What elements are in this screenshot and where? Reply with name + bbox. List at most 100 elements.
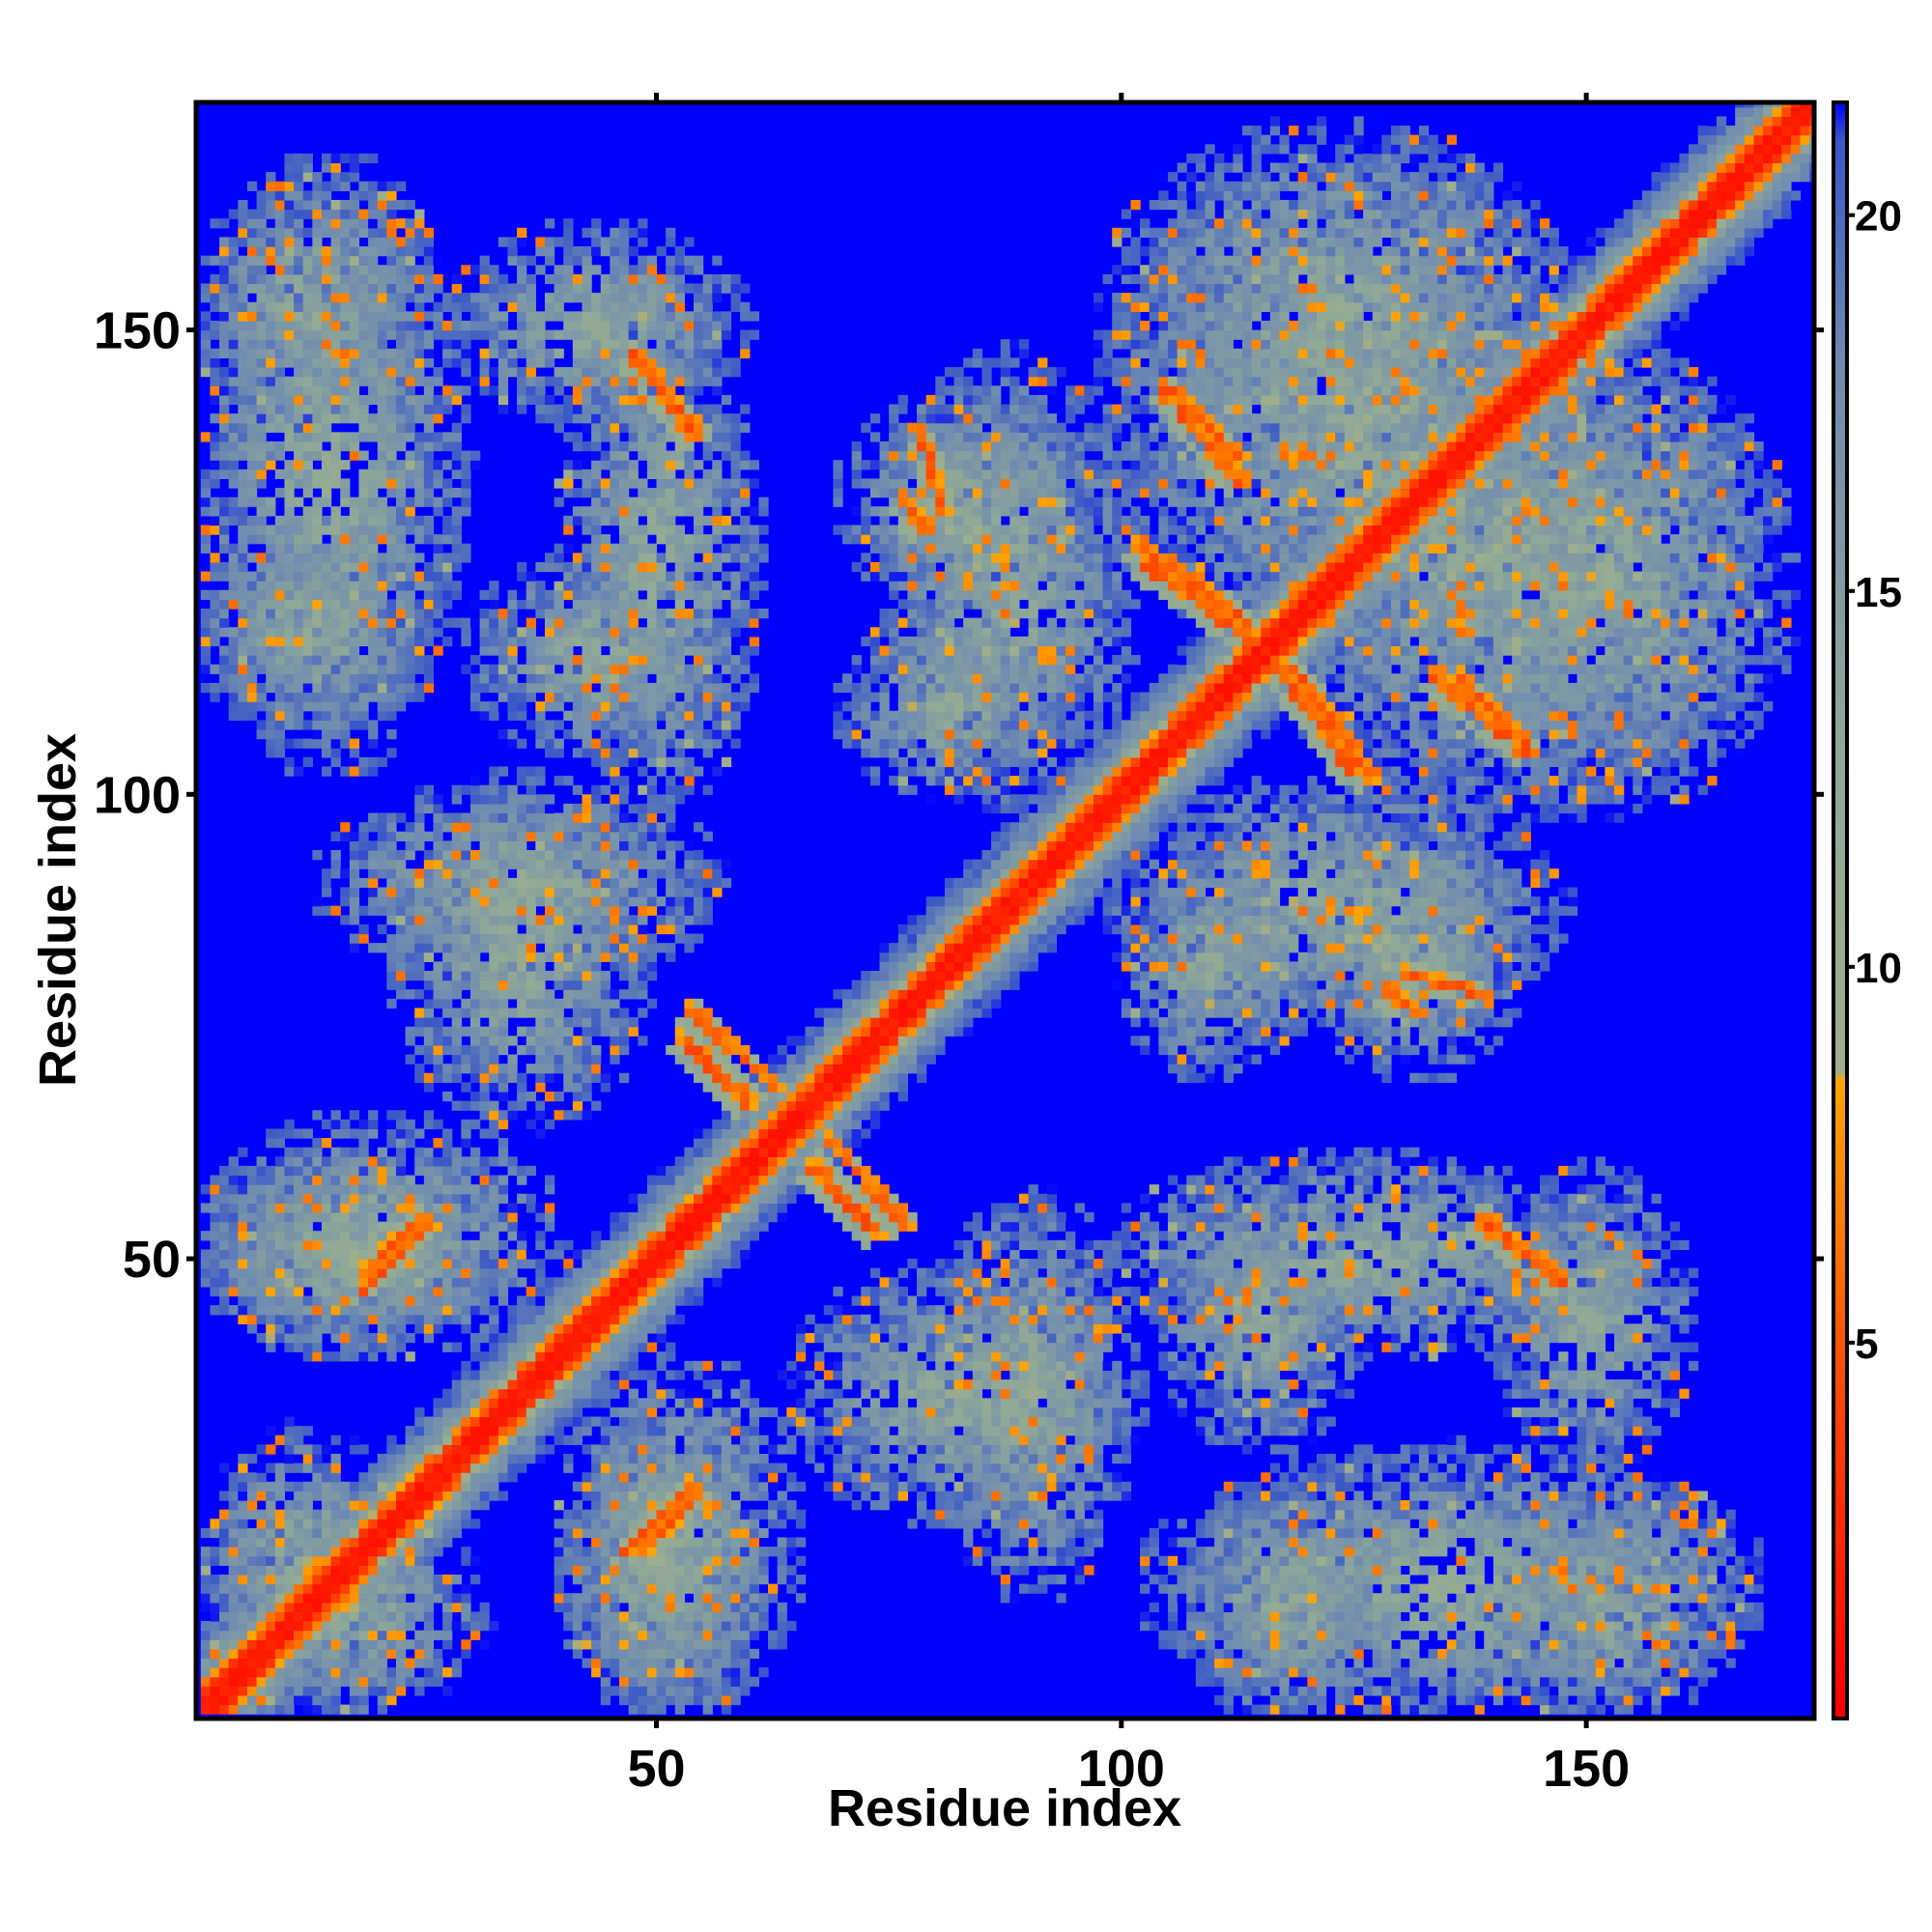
- heatmap-cell: [246, 1667, 258, 1678]
- heatmap-cell: [572, 1249, 583, 1260]
- heatmap-cell: [423, 989, 435, 1000]
- heatmap-cell: [368, 840, 379, 851]
- heatmap-cell: [284, 1463, 295, 1473]
- heatmap-cell: [628, 1426, 639, 1436]
- heatmap-cell: [386, 506, 397, 517]
- heatmap-cell: [414, 1128, 425, 1139]
- heatmap-cell: [274, 450, 286, 461]
- heatmap-cell: [469, 1305, 481, 1316]
- heatmap-cell: [414, 1323, 425, 1334]
- heatmap-cell: [535, 265, 546, 275]
- heatmap-cell: [414, 1463, 425, 1473]
- heatmap-cell: [414, 1426, 425, 1436]
- heatmap-cell: [340, 413, 351, 424]
- heatmap-cell: [340, 1249, 351, 1260]
- heatmap-cell: [469, 971, 481, 981]
- heatmap-cell: [423, 432, 435, 442]
- heatmap-cell: [330, 367, 341, 378]
- heatmap-cell: [517, 255, 527, 266]
- heatmap-cell: [405, 348, 415, 359]
- heatmap-cell: [600, 1379, 611, 1390]
- heatmap-cell: [386, 1574, 397, 1585]
- heatmap-cell: [246, 627, 258, 638]
- heatmap-cell: [572, 1481, 583, 1492]
- heatmap-cell: [246, 413, 258, 424]
- heatmap-cell: [507, 1211, 518, 1223]
- heatmap-cell: [517, 664, 527, 674]
- heatmap-cell: [600, 803, 611, 814]
- heatmap-cell: [442, 1509, 453, 1520]
- heatmap-cell: [368, 1203, 379, 1213]
- heatmap-cell: [600, 1519, 611, 1529]
- heatmap-cell: [619, 1036, 630, 1046]
- heatmap-cell: [554, 1583, 564, 1594]
- heatmap-cell: [526, 980, 536, 990]
- heatmap-cell: [330, 1128, 341, 1139]
- heatmap-cell: [321, 162, 332, 173]
- heatmap-cell: [219, 1203, 230, 1213]
- heatmap-cell: [395, 413, 407, 424]
- heatmap-cell: [266, 738, 276, 749]
- heatmap-cell: [405, 645, 415, 656]
- heatmap-cell: [619, 283, 630, 294]
- heatmap-cell: [582, 627, 592, 638]
- heatmap-cell: [266, 1332, 276, 1344]
- heatmap-cell: [386, 1583, 397, 1594]
- heatmap-cell: [238, 1175, 248, 1185]
- heatmap-cell: [610, 1491, 620, 1501]
- heatmap-cell: [563, 1342, 574, 1352]
- heatmap-cell: [433, 859, 443, 869]
- heatmap-cell: [479, 1175, 490, 1185]
- heatmap-cell: [330, 227, 341, 239]
- heatmap-cell: [544, 1416, 555, 1427]
- heatmap-cell: [294, 1491, 304, 1501]
- heatmap-cell: [469, 784, 481, 795]
- heatmap-cell: [442, 1611, 453, 1622]
- heatmap-cell: [238, 1574, 248, 1585]
- heatmap-cell: [572, 812, 583, 823]
- heatmap-cell: [274, 1332, 286, 1344]
- heatmap-cell: [572, 1602, 583, 1613]
- heatmap-cell: [294, 553, 304, 563]
- heatmap-cell: [423, 1259, 435, 1269]
- heatmap-cell: [284, 1267, 295, 1278]
- heatmap-cell: [330, 339, 341, 350]
- heatmap-cell: [321, 729, 332, 740]
- heatmap-cell: [469, 1426, 481, 1436]
- heatmap-cell: [284, 283, 295, 294]
- heatmap-cell: [591, 980, 602, 990]
- heatmap-cell: [423, 265, 435, 275]
- heatmap-cell: [591, 896, 602, 907]
- heatmap-cell: [274, 199, 286, 211]
- heatmap-cell: [266, 655, 276, 666]
- heatmap-cell: [294, 692, 304, 702]
- heatmap-cell: [423, 440, 435, 452]
- heatmap-cell: [582, 1574, 592, 1585]
- heatmap-cell: [266, 525, 276, 535]
- heatmap-cell: [302, 1221, 313, 1232]
- heatmap-cell: [294, 190, 304, 201]
- heatmap-cell: [200, 348, 212, 359]
- heatmap-cell: [321, 1537, 332, 1548]
- heatmap-cell: [572, 655, 583, 666]
- heatmap-cell: [591, 1527, 602, 1539]
- heatmap-cell: [238, 255, 248, 266]
- heatmap-cell: [414, 469, 425, 479]
- heatmap-cell: [228, 1658, 239, 1668]
- heatmap-cell: [489, 1379, 499, 1390]
- heatmap-cell: [591, 915, 602, 925]
- heatmap-cell: [423, 1295, 435, 1306]
- heatmap-cell: [433, 840, 443, 851]
- heatmap-cell: [619, 1583, 630, 1594]
- heatmap-cell: [442, 1147, 453, 1157]
- heatmap-cell: [517, 776, 527, 786]
- heatmap-cell: [610, 1463, 620, 1473]
- heatmap-cell: [340, 227, 351, 239]
- heatmap-cell: [600, 859, 611, 869]
- heatmap-cell: [340, 1211, 351, 1223]
- heatmap-cell: [461, 840, 471, 851]
- heatmap-cell: [302, 255, 313, 266]
- heatmap-cell: [544, 1036, 555, 1046]
- heatmap-cell: [563, 1064, 574, 1074]
- heatmap-cell: [469, 1472, 481, 1483]
